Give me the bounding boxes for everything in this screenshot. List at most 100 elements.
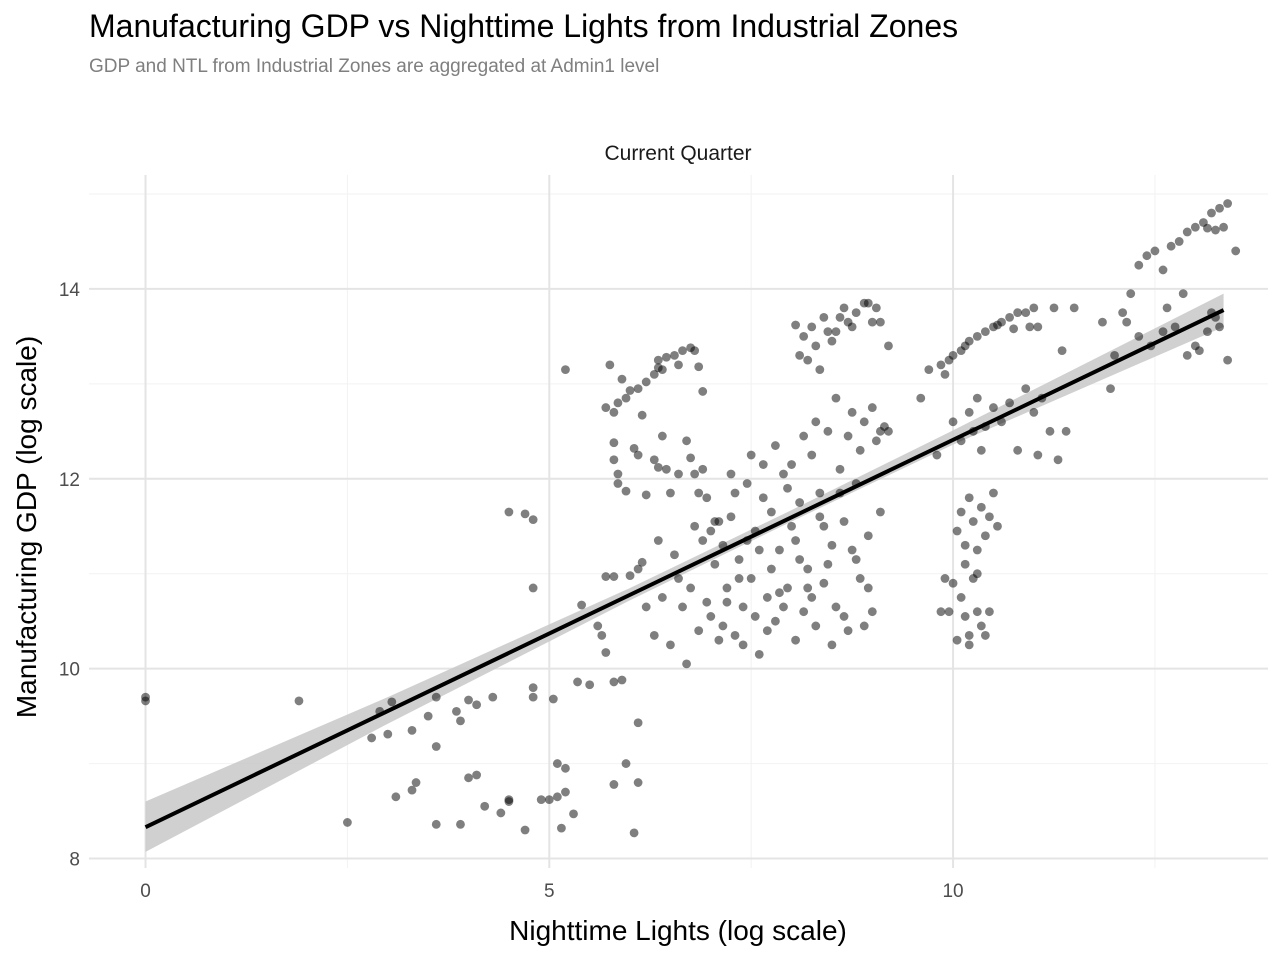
data-point: [1158, 327, 1168, 337]
data-point: [649, 369, 659, 379]
data-point: [766, 507, 776, 517]
y-tick-label: 10: [59, 660, 80, 681]
data-point: [851, 308, 861, 318]
data-point: [956, 507, 966, 517]
data-point: [407, 725, 417, 735]
data-point: [730, 488, 740, 498]
data-point: [609, 438, 619, 448]
data-point: [1106, 384, 1115, 393]
data-point: [758, 460, 768, 469]
data-point: [823, 559, 833, 569]
data-point: [819, 312, 829, 322]
data-point: [1013, 445, 1023, 455]
data-point: [1009, 324, 1019, 334]
data-point: [694, 362, 704, 372]
data-point: [625, 386, 635, 395]
data-point: [633, 778, 643, 787]
data-point: [573, 677, 582, 687]
data-point: [431, 742, 441, 751]
grid: [89, 175, 1268, 868]
x-axis-ticks: 0 5 10: [140, 881, 963, 902]
data-point: [633, 384, 643, 393]
y-tick-label: 8: [69, 850, 80, 871]
data-point: [653, 462, 663, 472]
data-point: [1118, 308, 1128, 318]
data-point: [552, 759, 562, 768]
data-point: [690, 346, 700, 356]
confidence-band: [145, 293, 1224, 852]
data-point: [657, 431, 667, 441]
data-point: [653, 355, 663, 365]
data-point: [795, 555, 805, 564]
data-point: [742, 479, 752, 488]
data-point: [698, 536, 708, 545]
data-point: [750, 612, 760, 621]
data-point: [819, 521, 829, 531]
data-point: [629, 828, 639, 838]
data-point: [1021, 384, 1031, 393]
data-point: [859, 621, 869, 631]
data-point: [726, 469, 736, 479]
data-point: [488, 692, 498, 702]
data-point: [807, 450, 817, 460]
data-point: [520, 825, 530, 835]
data-point: [1098, 317, 1107, 327]
data-point: [496, 808, 506, 818]
data-point: [1215, 203, 1224, 213]
data-point: [791, 635, 800, 645]
data-point: [1158, 265, 1168, 275]
data-point: [617, 374, 627, 384]
data-point: [649, 455, 659, 465]
data-point: [964, 336, 974, 346]
data-point: [730, 631, 740, 640]
data-point: [621, 393, 631, 403]
data-point: [649, 631, 659, 640]
data-point: [1049, 303, 1059, 313]
data-point: [859, 417, 869, 427]
data-point: [871, 436, 881, 446]
data-point: [456, 716, 465, 726]
data-point: [536, 795, 546, 805]
data-point: [867, 607, 877, 617]
data-point: [569, 809, 578, 819]
data-point: [678, 602, 687, 612]
data-point: [827, 640, 837, 650]
data-point: [605, 360, 615, 370]
data-point: [766, 564, 776, 574]
data-point: [1134, 331, 1144, 341]
data-point: [407, 785, 417, 795]
data-point: [936, 360, 946, 370]
data-point: [561, 365, 570, 375]
data-point: [738, 602, 748, 612]
data-point: [613, 469, 623, 479]
data-point: [528, 583, 538, 593]
data-point: [993, 320, 1002, 330]
x-tick-label: 5: [544, 881, 555, 902]
data-point: [863, 583, 873, 593]
data-point: [452, 706, 461, 716]
data-point: [633, 564, 643, 574]
data-point: [367, 733, 377, 743]
data-point: [690, 469, 700, 479]
data-point: [964, 631, 974, 640]
data-point: [746, 450, 756, 460]
data-point: [867, 403, 877, 412]
data-point: [835, 312, 845, 322]
data-point: [548, 694, 558, 704]
data-point: [847, 322, 857, 332]
data-point: [1053, 455, 1063, 465]
data-point: [976, 502, 986, 512]
data-point: [528, 683, 538, 693]
data-point: [779, 469, 788, 479]
data-point: [831, 327, 841, 337]
data-point: [1231, 246, 1241, 256]
data-point: [871, 303, 881, 313]
data-point: [561, 787, 570, 797]
data-point: [1194, 346, 1204, 356]
data-point: [661, 464, 671, 474]
data-point: [472, 770, 482, 780]
data-point: [1211, 225, 1220, 235]
data-point: [960, 612, 970, 621]
data-point: [980, 631, 990, 640]
data-point: [504, 797, 514, 806]
